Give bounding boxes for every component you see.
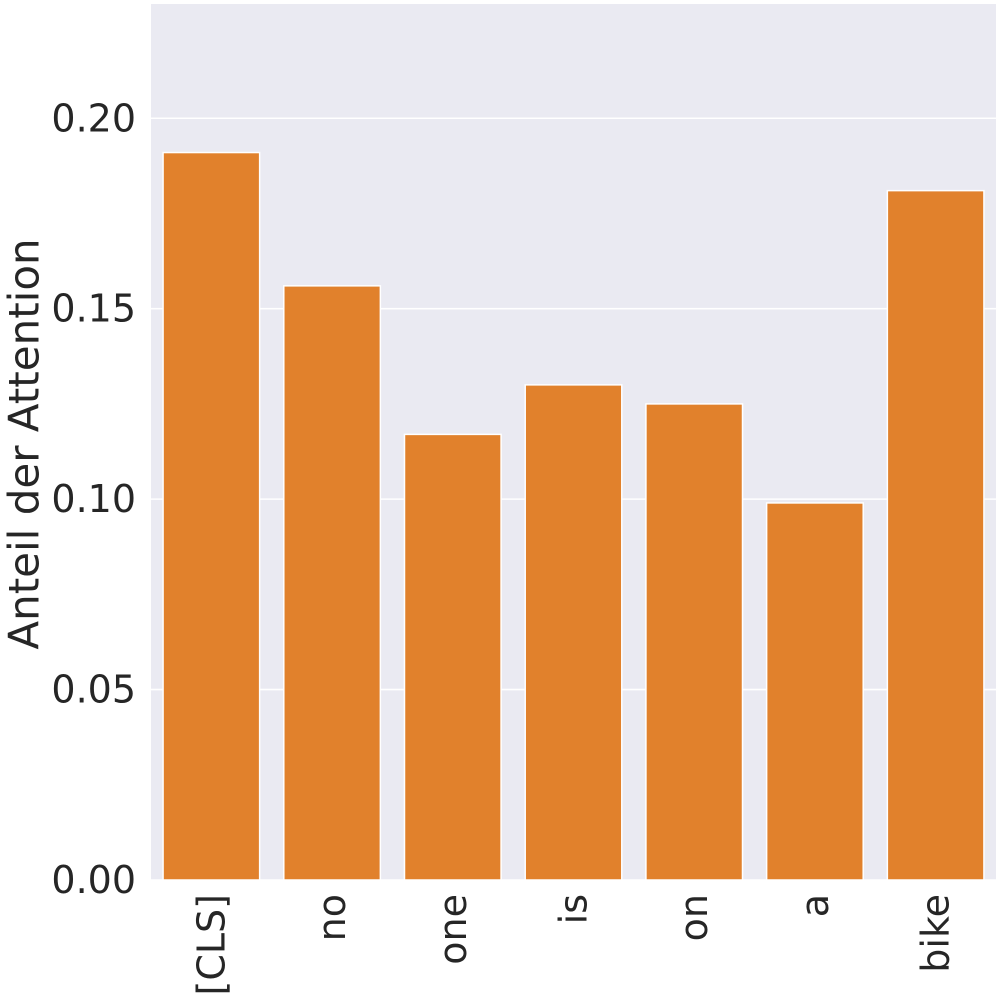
bars (162, 151, 985, 881)
y-tick-label: 0.20 (51, 96, 136, 140)
x-tick-label: [CLS] (189, 894, 233, 995)
y-tick-label: 0.15 (51, 287, 136, 331)
bar-3 (524, 384, 623, 881)
x-tick-label: one (431, 894, 475, 965)
bar-2 (403, 433, 502, 881)
bar-6 (886, 189, 985, 881)
y-tick-label: 0.10 (51, 477, 136, 521)
bar-5 (765, 502, 864, 881)
x-tick-label: a (793, 894, 837, 917)
x-tick-label: is (552, 894, 596, 924)
x-tick-label: on (672, 894, 716, 941)
y-tick-labels: 0.00 0.05 0.10 0.15 0.20 (51, 96, 136, 902)
y-tick-label: 0.05 (51, 668, 136, 712)
y-tick-label: 0.00 (51, 858, 136, 902)
x-tick-labels: [CLS] no one is on a bike (189, 894, 957, 995)
bar-4 (645, 403, 744, 881)
bar-0 (162, 151, 261, 881)
y-axis-label: Anteil der Attention (0, 238, 49, 649)
x-tick-label: no (310, 894, 354, 941)
x-tick-label: bike (914, 894, 958, 973)
bar-1 (283, 285, 382, 881)
